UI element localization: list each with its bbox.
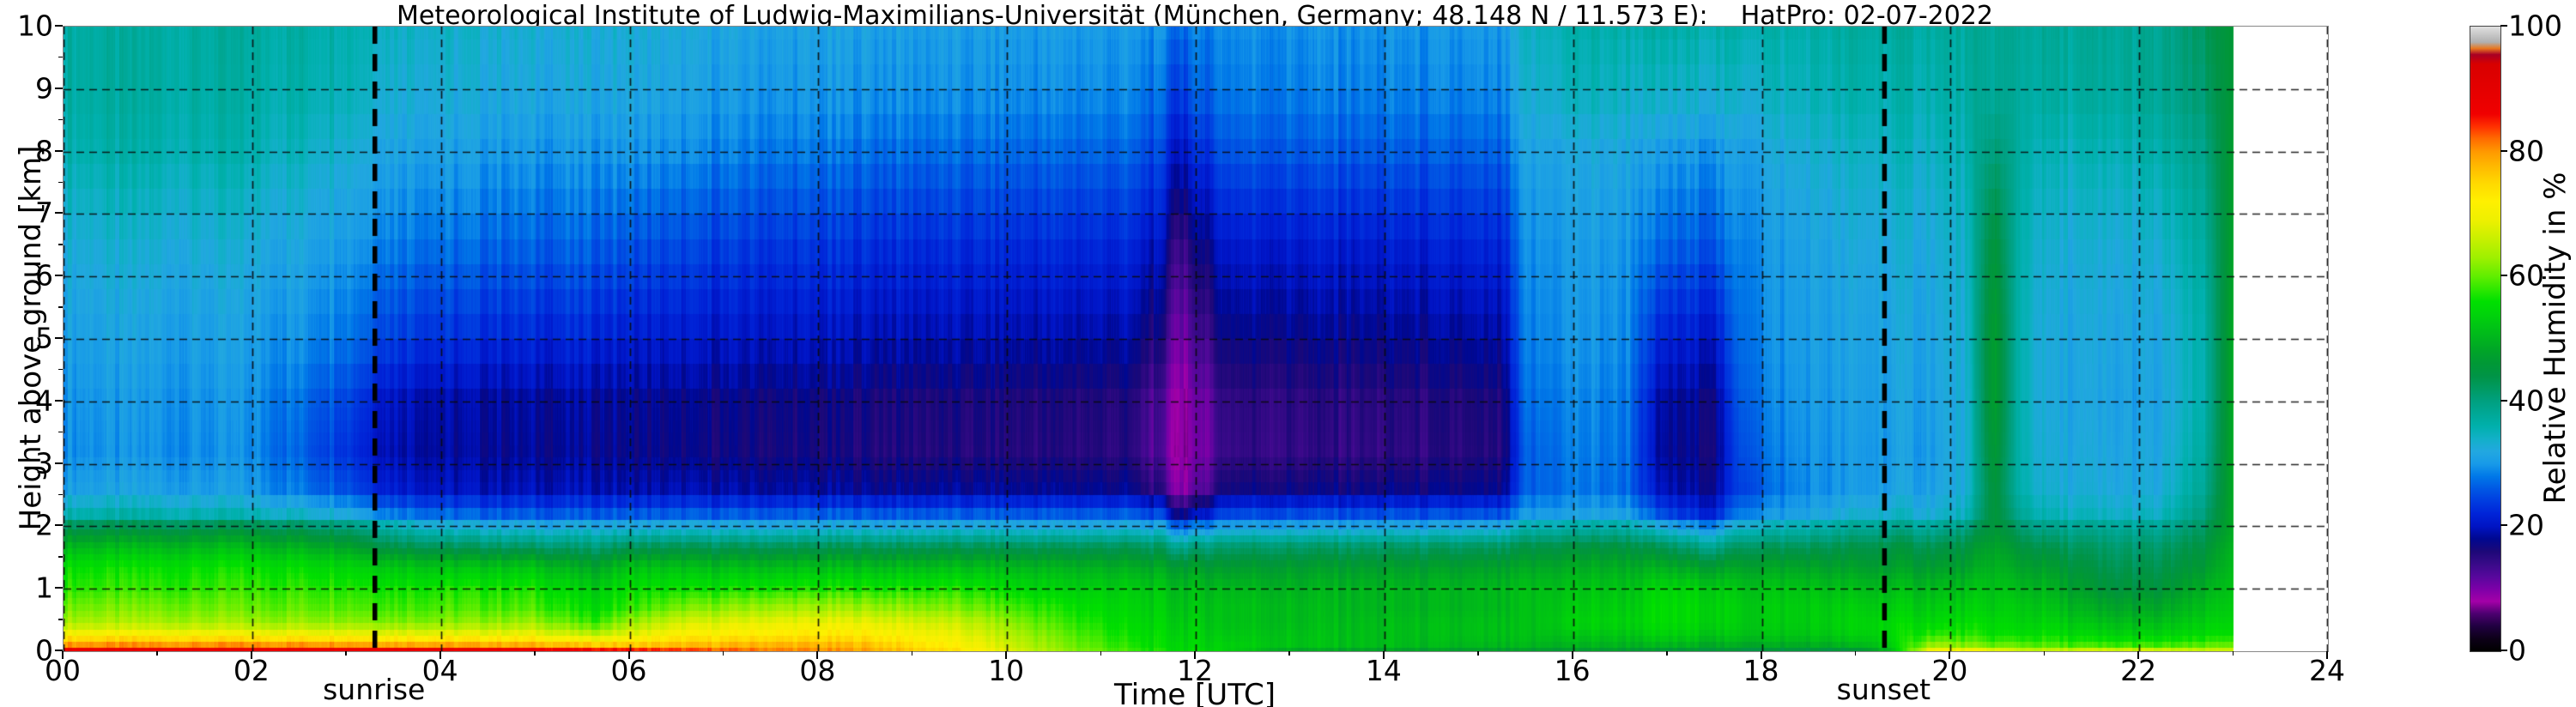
- y-major-tick: [55, 212, 63, 215]
- y-tick-label: 8: [35, 134, 53, 168]
- y-major-tick: [55, 587, 63, 589]
- x-minor-tick: [2043, 651, 2046, 656]
- colorbar-tick: [2500, 25, 2507, 27]
- y-major-tick: [55, 25, 63, 27]
- y-major-tick: [55, 87, 63, 89]
- x-minor-tick: [1666, 651, 1668, 656]
- colorbar-tick-label: 20: [2508, 508, 2544, 542]
- x-major-tick: [1382, 651, 1385, 659]
- heatmap-plot-canvas: [63, 26, 2329, 652]
- colorbar-tick: [2500, 650, 2507, 651]
- x-major-tick: [1194, 651, 1196, 659]
- x-major-tick: [816, 651, 819, 659]
- y-tick-label: 9: [35, 71, 53, 106]
- y-minor-tick: [58, 368, 63, 371]
- y-tick-label: 5: [35, 321, 53, 355]
- y-major-tick: [55, 337, 63, 339]
- x-tick-label: 12: [1177, 654, 1213, 687]
- x-major-tick: [1949, 651, 1951, 659]
- y-minor-tick: [58, 244, 63, 245]
- colorbar-tick-label: 40: [2508, 384, 2544, 418]
- x-major-tick: [2137, 651, 2140, 659]
- y-minor-tick: [58, 181, 63, 183]
- x-major-tick: [1005, 651, 1008, 659]
- colorbar-tick: [2500, 399, 2507, 402]
- colorbar-tick-label: 0: [2508, 633, 2526, 668]
- x-tick-label: 10: [988, 654, 1025, 687]
- x-minor-tick: [345, 651, 347, 656]
- x-tick-label: 00: [45, 654, 81, 687]
- y-minor-tick: [58, 56, 63, 58]
- x-tick-label: 04: [421, 654, 458, 687]
- y-major-tick: [55, 462, 63, 464]
- x-axis-label: Time [UTC]: [1114, 678, 1276, 707]
- x-minor-tick: [1288, 651, 1290, 656]
- colorbar-tick-label: 100: [2508, 9, 2562, 43]
- y-minor-tick: [58, 619, 63, 620]
- y-tick-label: 4: [35, 384, 53, 418]
- x-major-tick: [1571, 651, 1573, 659]
- x-major-tick: [2326, 651, 2328, 659]
- y-tick-label: 10: [17, 9, 53, 43]
- x-tick-label: 06: [610, 654, 647, 687]
- colorbar-tick-label: 80: [2508, 134, 2544, 168]
- y-tick-label: 1: [35, 571, 53, 605]
- y-minor-tick: [58, 493, 63, 495]
- colorbar-tick: [2500, 149, 2507, 152]
- colorbar: [2470, 26, 2501, 652]
- x-tick-label: 14: [1365, 654, 1402, 687]
- y-minor-tick: [58, 118, 63, 121]
- colorbar-tick-label: 60: [2508, 258, 2544, 293]
- x-minor-tick: [534, 651, 536, 656]
- x-minor-tick: [156, 651, 158, 656]
- x-minor-tick: [1477, 651, 1479, 656]
- x-major-tick: [439, 651, 441, 659]
- y-tick-label: 0: [35, 633, 53, 668]
- y-major-tick: [55, 149, 63, 152]
- x-major-tick: [62, 651, 64, 659]
- x-minor-tick: [911, 651, 913, 656]
- sunset-label: sunset: [1836, 673, 1931, 706]
- x-minor-tick: [1854, 651, 1857, 656]
- x-tick-label: 24: [2309, 654, 2345, 687]
- y-tick-label: 2: [35, 508, 53, 542]
- x-tick-label: 18: [1743, 654, 1779, 687]
- y-major-tick: [55, 399, 63, 402]
- y-tick-label: 3: [35, 446, 53, 480]
- sunrise-label: sunrise: [323, 673, 426, 706]
- y-tick-label: 6: [35, 258, 53, 293]
- y-major-tick: [55, 524, 63, 527]
- x-tick-label: 08: [799, 654, 836, 687]
- x-tick-label: 22: [2120, 654, 2157, 687]
- y-major-tick: [55, 275, 63, 277]
- x-major-tick: [627, 651, 630, 659]
- y-minor-tick: [58, 556, 63, 558]
- x-tick-label: 20: [1931, 654, 1968, 687]
- x-minor-tick: [2232, 651, 2234, 656]
- x-minor-tick: [722, 651, 724, 656]
- x-tick-label: 02: [233, 654, 270, 687]
- y-minor-tick: [58, 431, 63, 433]
- x-tick-label: 16: [1554, 654, 1591, 687]
- y-tick-label: 7: [35, 196, 53, 230]
- y-minor-tick: [58, 306, 63, 308]
- x-minor-tick: [1100, 651, 1102, 656]
- colorbar-tick: [2500, 275, 2507, 277]
- x-major-tick: [1760, 651, 1762, 659]
- colorbar-label: Relative Humidity in %: [2538, 172, 2573, 505]
- colorbar-tick: [2500, 524, 2507, 527]
- x-major-tick: [250, 651, 252, 659]
- y-major-tick: [55, 650, 63, 651]
